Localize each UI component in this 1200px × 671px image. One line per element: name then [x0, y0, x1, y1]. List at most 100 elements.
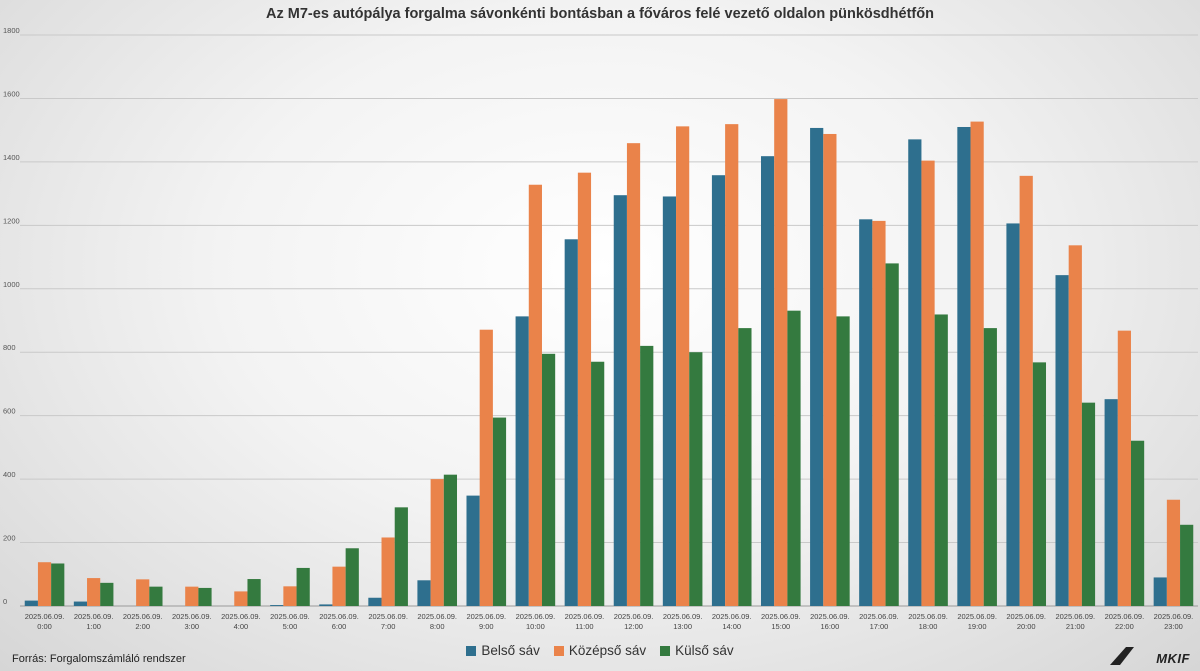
bar-belső-sáv-22	[1104, 399, 1118, 606]
bar-külső-sáv-14	[738, 328, 752, 606]
bar-belső-sáv-18	[908, 139, 922, 606]
bar-belső-sáv-23	[1153, 577, 1167, 606]
x-tick-label: 2025.06.09. 16:00	[810, 612, 850, 631]
bar-középső-sáv-3	[185, 586, 199, 606]
legend: Belső sáv Középső sáv Külső sáv	[0, 643, 1200, 658]
bar-külső-sáv-10	[541, 353, 556, 606]
bar-külső-sáv-1	[100, 582, 114, 606]
bar-középső-sáv-9	[479, 329, 493, 606]
bar-belső-sáv-10	[515, 316, 529, 606]
bar-belső-sáv-0	[24, 600, 38, 606]
x-tick-label: 2025.06.09. 11:00	[565, 612, 605, 631]
x-tick-label: 2025.06.09. 18:00	[908, 612, 948, 631]
bar-középső-sáv-21	[1068, 245, 1082, 606]
x-tick-label: 2025.06.09. 1:00	[74, 612, 114, 631]
x-tick-label: 2025.06.09. 17:00	[859, 612, 899, 631]
x-tick-label: 2025.06.09. 23:00	[1154, 612, 1194, 631]
bar-külső-sáv-19	[983, 328, 997, 606]
bar-külső-sáv-22	[1130, 440, 1145, 606]
x-tick-label: 2025.06.09. 9:00	[466, 612, 506, 631]
bar-külső-sáv-8	[443, 474, 458, 606]
bar-belső-sáv-7	[368, 597, 382, 606]
bar-belső-sáv-9	[466, 495, 480, 606]
bar-középső-sáv-8	[430, 479, 444, 606]
y-tick-label: 1800	[3, 26, 20, 35]
bar-külső-sáv-4	[247, 579, 261, 606]
legend-label: Belső sáv	[481, 643, 540, 658]
legend-item: Belső sáv	[466, 643, 540, 658]
bar-külső-sáv-6	[345, 548, 359, 606]
y-tick-label: 800	[3, 343, 16, 352]
bar-középső-sáv-18	[921, 160, 935, 606]
x-tick-label: 2025.06.09. 8:00	[417, 612, 457, 631]
y-tick-label: 0	[3, 597, 7, 606]
x-tick-label: 2025.06.09. 6:00	[319, 612, 359, 631]
legend-item: Külső sáv	[660, 643, 734, 658]
y-axis-ticks: 0 200 400 600 800 1000 1200 1400 1600 1800	[3, 26, 20, 606]
x-tick-label: 2025.06.09. 5:00	[270, 612, 310, 631]
chart-title: Az M7-es autópálya forgalma sávonkénti b…	[266, 6, 934, 22]
x-tick-label: 2025.06.09. 7:00	[368, 612, 408, 631]
bar-középső-sáv-6	[332, 566, 346, 606]
legend-item: Középső sáv	[553, 643, 647, 658]
x-tick-label: 2025.06.09. 0:00	[25, 612, 65, 631]
y-tick-label: 400	[3, 470, 16, 479]
mkif-logo-icon	[1110, 647, 1134, 665]
y-tick-label: 1200	[3, 216, 20, 225]
legend-label: Középső sáv	[568, 643, 647, 658]
bar-belső-sáv-15	[760, 156, 775, 606]
bar-külső-sáv-20	[1032, 362, 1047, 606]
y-tick-label: 1400	[3, 153, 20, 162]
bar-középső-sáv-19	[970, 121, 984, 606]
x-tick-label: 2025.06.09. 4:00	[221, 612, 261, 631]
bar-középső-sáv-2	[136, 579, 150, 606]
y-tick-label: 1600	[3, 89, 20, 98]
bar-belső-sáv-6	[319, 604, 333, 606]
bar-középső-sáv-14	[725, 124, 739, 606]
bar-középső-sáv-1	[87, 578, 101, 606]
bar-külső-sáv-9	[492, 417, 507, 606]
bar-középső-sáv-7	[381, 537, 395, 606]
bar-belső-sáv-16	[810, 127, 824, 606]
x-axis-ticks: 2025.06.09. 0:00 2025.06.09. 1:00 2025.06.09…	[25, 612, 1194, 631]
gridlines	[20, 34, 1198, 607]
x-tick-label: 2025.06.09. 15:00	[761, 612, 801, 631]
bar-külső-sáv-15	[787, 310, 801, 606]
x-tick-label: 2025.06.09. 2:00	[123, 612, 163, 631]
bar-középső-sáv-16	[823, 133, 837, 606]
bar-belső-sáv-20	[1006, 223, 1020, 606]
bar-belső-sáv-8	[417, 580, 431, 606]
x-tick-label: 2025.06.09. 3:00	[172, 612, 212, 631]
bar-középső-sáv-11	[577, 172, 592, 607]
bar-belső-sáv-19	[957, 126, 971, 607]
bar-belső-sáv-1	[73, 601, 88, 606]
bar-külső-sáv-7	[394, 507, 408, 606]
bar-középső-sáv-13	[676, 126, 690, 607]
bar-külső-sáv-12	[640, 345, 654, 606]
bar-külső-sáv-3	[198, 587, 212, 606]
legend-swatch	[466, 645, 477, 656]
bar-külső-sáv-17	[885, 263, 899, 606]
bar-belső-sáv-21	[1055, 275, 1069, 606]
bar-belső-sáv-5	[270, 605, 284, 606]
source-note: Forrás: Forgalomszámláló rendszer	[12, 653, 186, 665]
y-tick-label: 200	[3, 534, 16, 543]
bar-külső-sáv-23	[1180, 524, 1194, 606]
y-tick-label: 600	[3, 407, 16, 416]
bar-középső-sáv-5	[283, 586, 297, 606]
x-tick-label: 2025.06.09. 21:00	[1055, 612, 1095, 631]
bar-középső-sáv-15	[774, 99, 788, 606]
bar-külső-sáv-18	[934, 314, 948, 606]
bar-külső-sáv-5	[296, 567, 310, 606]
logo-text: MKIF	[1156, 651, 1190, 666]
bar-középső-sáv-12	[626, 143, 641, 607]
bar-külső-sáv-21	[1081, 402, 1096, 606]
bar-külső-sáv-16	[836, 316, 850, 606]
bar-belső-sáv-11	[564, 239, 578, 607]
bars	[24, 99, 1194, 607]
x-tick-label: 2025.06.09. 10:00	[516, 612, 556, 631]
x-tick-label: 2025.06.09. 19:00	[957, 612, 997, 631]
bar-belső-sáv-17	[859, 219, 873, 606]
legend-label: Külső sáv	[675, 643, 734, 658]
